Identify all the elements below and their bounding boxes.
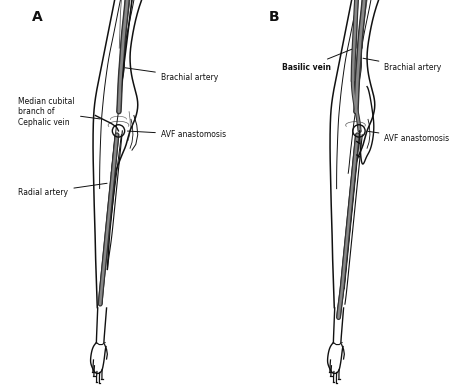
Text: Brachial artery: Brachial artery [363,58,442,72]
Text: AVF anastomosis: AVF anastomosis [368,131,449,143]
Text: B: B [269,10,280,23]
Text: A: A [32,10,43,23]
Text: Basilic vein: Basilic vein [283,49,352,72]
Text: Brachial artery: Brachial artery [125,68,218,82]
Text: Radial artery: Radial artery [18,183,107,197]
Text: Median cubital
branch of
Cephalic vein: Median cubital branch of Cephalic vein [18,97,100,127]
Text: AVF anastomosis: AVF anastomosis [128,130,226,139]
